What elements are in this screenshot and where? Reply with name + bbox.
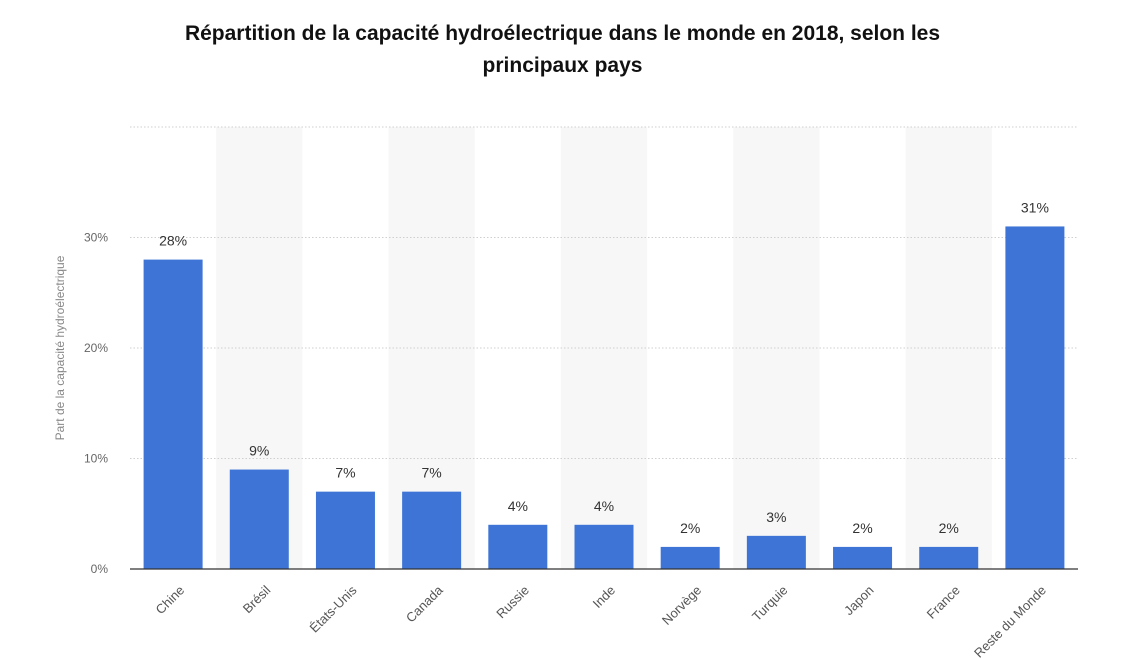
bar-7 xyxy=(746,535,806,569)
chart-title: Répartition de la capacité hydroélectriq… xyxy=(0,18,1125,82)
value-label-7: 3% xyxy=(766,509,786,525)
y-tick-label-10: 10% xyxy=(84,452,108,466)
value-labels: 28% 9% 7% 7% 4% 4% 2% 3% 2% 2% 31% xyxy=(159,199,1049,535)
x-tick-label-6: Norvège xyxy=(659,583,704,628)
bar-2 xyxy=(315,491,375,569)
bar-10 xyxy=(1005,226,1065,569)
x-tick-label-4: Russie xyxy=(493,583,532,622)
x-tick-label-9: France xyxy=(924,583,963,622)
value-label-8: 2% xyxy=(852,520,872,536)
value-label-3: 7% xyxy=(422,465,442,481)
value-label-5: 4% xyxy=(594,498,614,514)
grid-lines xyxy=(130,126,1078,459)
bar-3 xyxy=(402,491,462,569)
chart-title-line-2: principaux pays xyxy=(482,54,643,77)
y-tick-labels: 0% 10% 20% 30% xyxy=(84,231,108,577)
value-label-9: 2% xyxy=(939,520,959,536)
x-tick-label-0: Chine xyxy=(153,583,188,618)
bar-5 xyxy=(574,524,634,569)
bar-4 xyxy=(488,524,548,569)
y-tick-label-30: 30% xyxy=(84,231,108,245)
value-label-10: 31% xyxy=(1021,199,1049,215)
value-label-0: 28% xyxy=(159,233,187,249)
y-tick-label-0: 0% xyxy=(91,562,109,576)
y-axis-label: Part de la capacité hydroélectrique xyxy=(53,255,67,440)
x-tick-label-2: États-Unis xyxy=(307,582,360,635)
y-tick-label-20: 20% xyxy=(84,341,108,355)
x-tick-labels: Chine Brésil États-Unis Canada Russie Inde Nor… xyxy=(153,582,1049,658)
bar-1 xyxy=(229,469,289,569)
bar-9 xyxy=(919,546,979,569)
x-tick-label-1: Brésil xyxy=(240,582,274,616)
value-label-6: 2% xyxy=(680,520,700,536)
x-tick-label-7: Turquie xyxy=(749,583,790,624)
x-tick-label-5: Inde xyxy=(590,583,619,612)
x-tick-label-10: Reste du Monde xyxy=(971,583,1049,658)
value-label-1: 9% xyxy=(249,443,269,459)
value-label-4: 4% xyxy=(508,498,528,514)
bar-8 xyxy=(833,546,893,569)
chart-title-line-1: Répartition de la capacité hydroélectriq… xyxy=(184,22,941,45)
x-tick-label-8: Japon xyxy=(841,583,877,619)
bars xyxy=(143,226,1065,569)
value-label-2: 7% xyxy=(335,465,355,481)
x-tick-label-3: Canada xyxy=(403,582,446,625)
bar-0 xyxy=(143,259,203,569)
band-7 xyxy=(733,127,820,569)
bar-6 xyxy=(660,546,720,569)
